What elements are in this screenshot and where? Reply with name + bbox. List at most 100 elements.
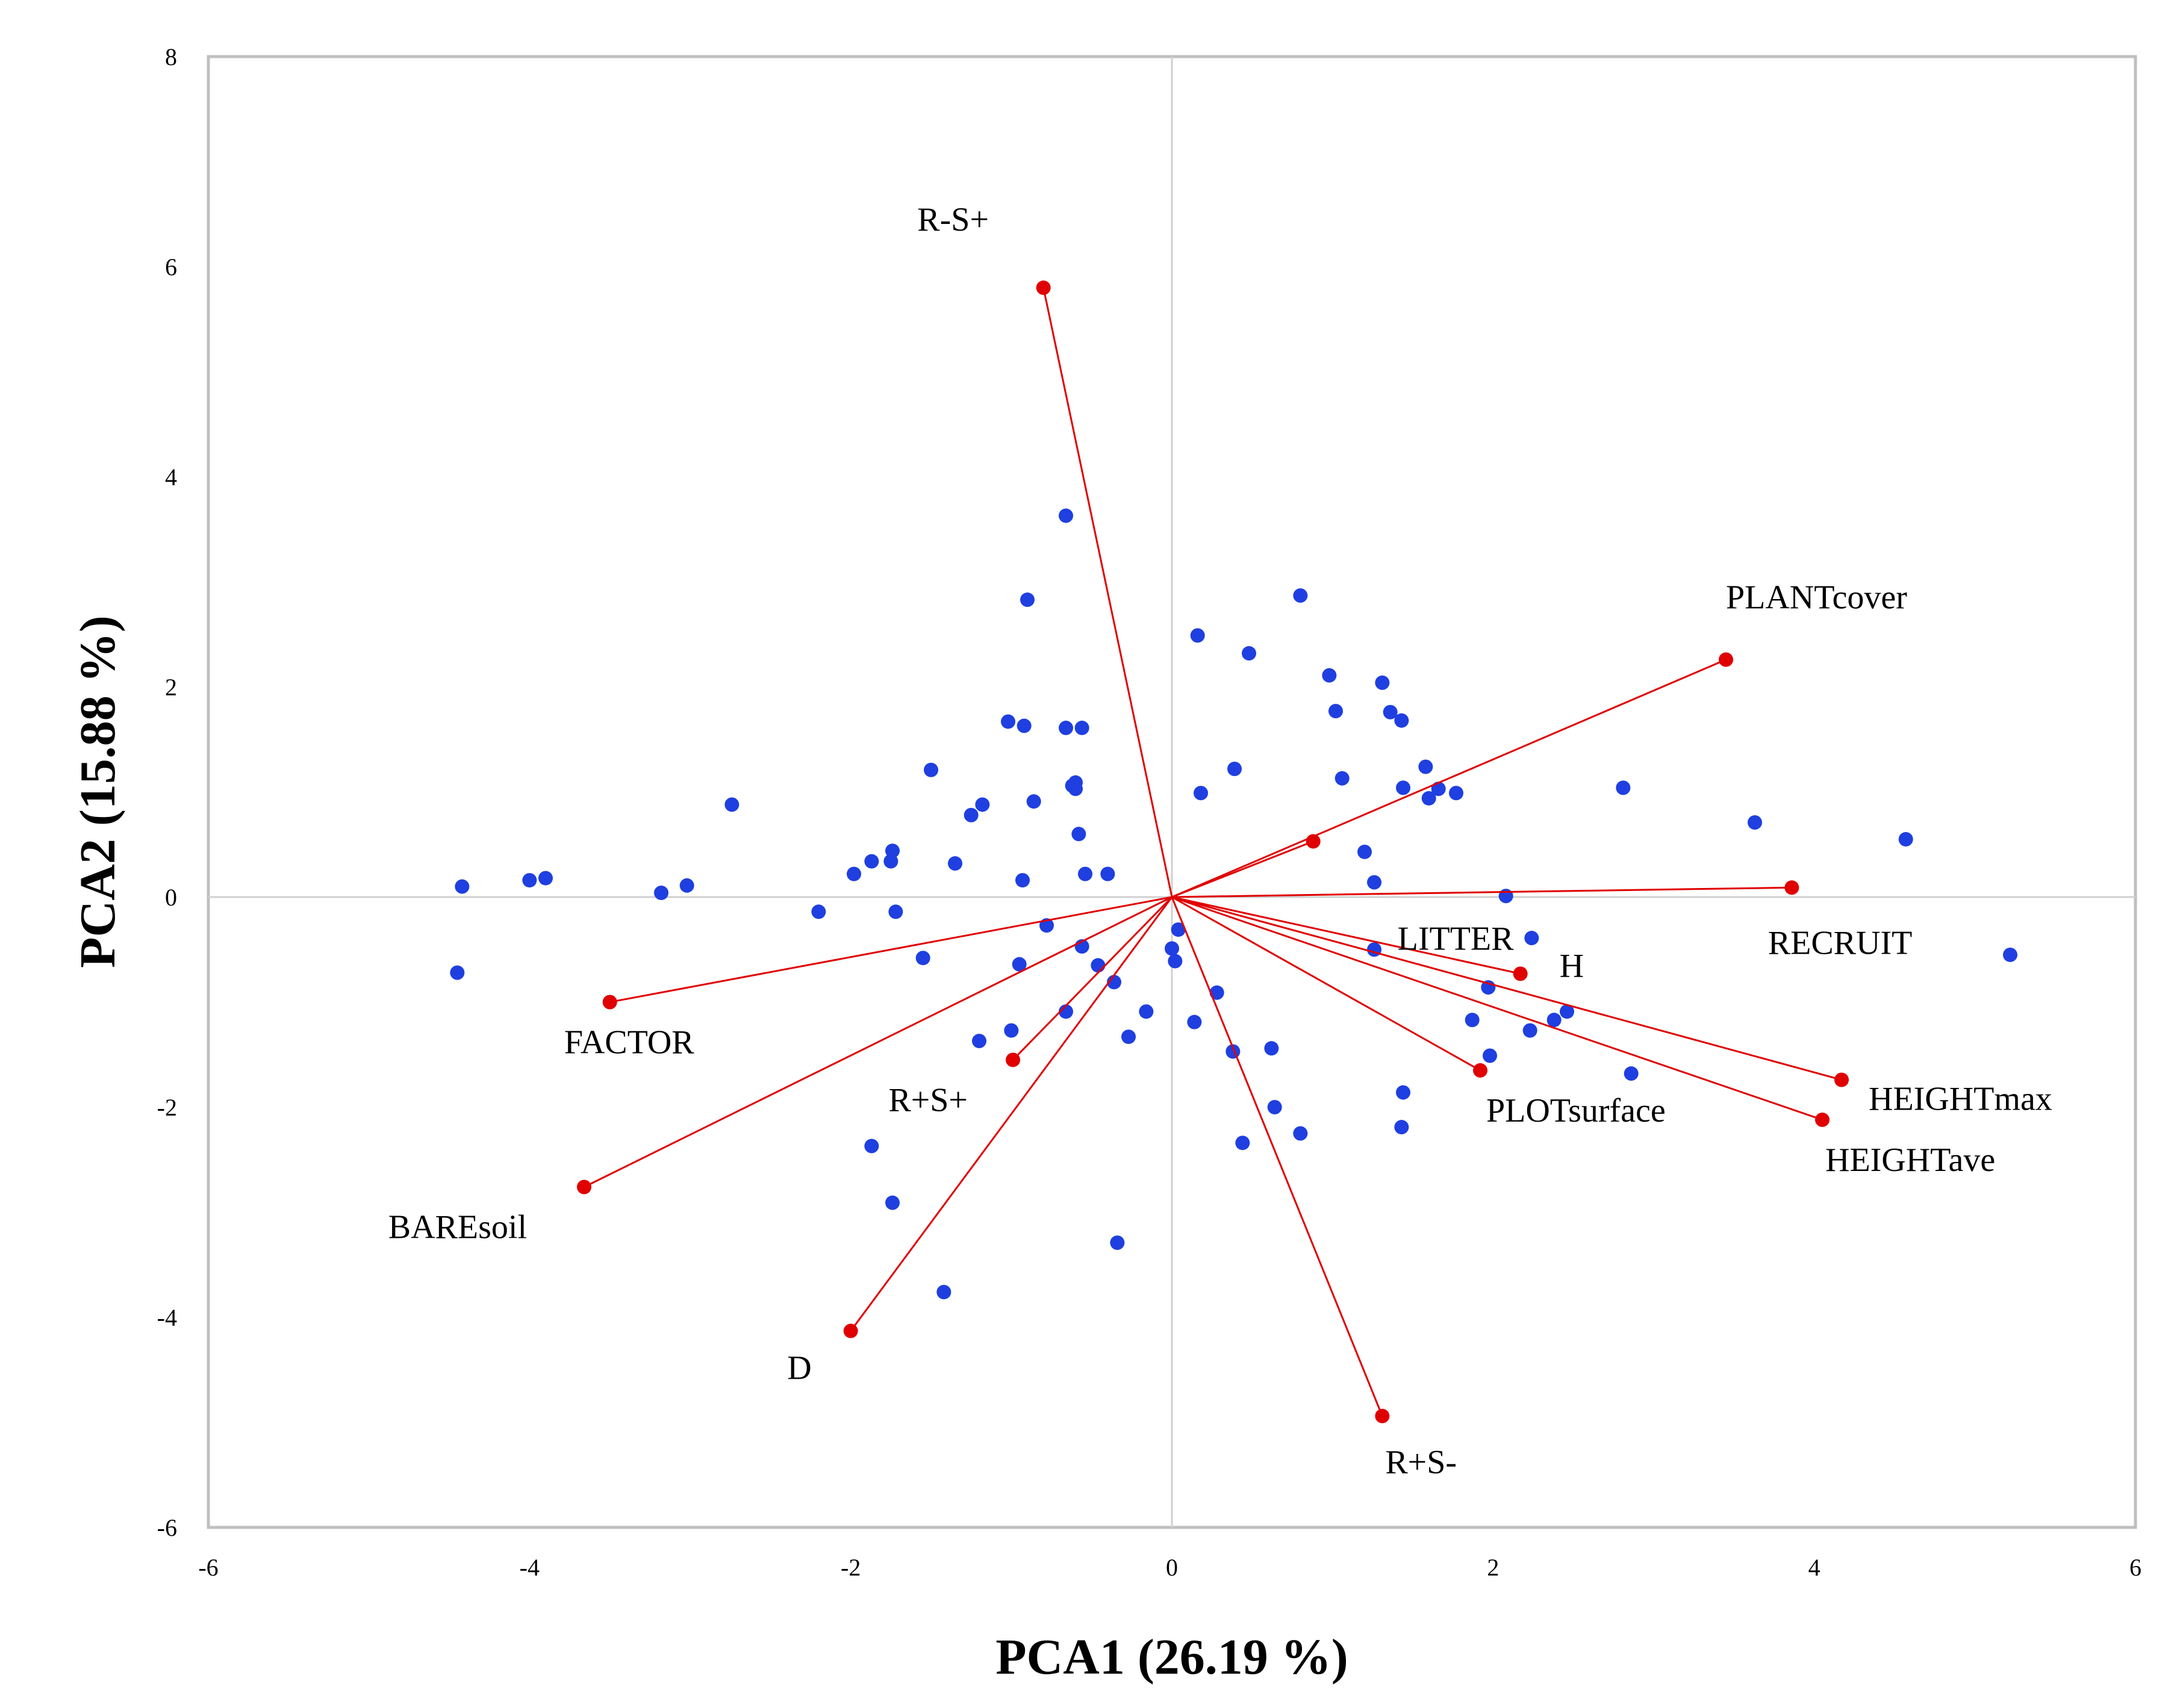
- score-point: [964, 807, 979, 822]
- score-point: [1110, 1235, 1125, 1250]
- y-tick-label: 6: [165, 253, 177, 281]
- score-point: [679, 878, 694, 893]
- loading-vector: [1042, 287, 1173, 898]
- score-point: [1546, 1013, 1562, 1028]
- score-point: [1748, 815, 1762, 830]
- loading-label: HEIGHTmax: [1869, 1081, 2052, 1118]
- x-tick-label: 4: [1808, 1554, 1820, 1581]
- score-point: [1071, 827, 1086, 842]
- score-point: [864, 854, 879, 869]
- score-point: [1015, 873, 1030, 888]
- score-point: [1394, 713, 1409, 728]
- score-point: [811, 904, 826, 919]
- score-point: [1059, 721, 1073, 736]
- score-point: [885, 843, 900, 859]
- score-point: [1078, 866, 1092, 881]
- loading-point: [1784, 880, 1799, 895]
- loading-vector: [1171, 896, 1521, 975]
- score-point: [1168, 954, 1183, 969]
- loading-label: HEIGHTave: [1825, 1141, 1995, 1179]
- loading-label: LITTER: [1398, 921, 1514, 958]
- loading-label: R+S-: [1385, 1444, 1457, 1481]
- score-point: [864, 1138, 879, 1154]
- score-point: [1396, 1085, 1410, 1100]
- score-point: [1012, 957, 1027, 972]
- score-point: [1524, 931, 1539, 946]
- score-point: [1483, 1048, 1497, 1063]
- score-point: [1367, 942, 1381, 957]
- x-tick-label: 0: [1166, 1554, 1178, 1581]
- loading-point: [843, 1323, 858, 1338]
- x-tick-label: -2: [841, 1554, 861, 1581]
- score-point: [1004, 1023, 1019, 1038]
- loading-point: [1473, 1063, 1487, 1078]
- score-point: [975, 797, 990, 812]
- loading-label: PLANTcover: [1726, 579, 1907, 616]
- score-point: [1375, 675, 1390, 691]
- y-axis-tick-labels: -6 -4 -2 0 2 4 6 8: [157, 43, 177, 1541]
- loading-label: R-S+: [917, 201, 989, 238]
- x-axis-tick-labels: -6 -4 -2 0 2 4 6: [198, 1554, 2141, 1581]
- score-point: [1264, 1041, 1279, 1056]
- score-point: [936, 1285, 951, 1300]
- score-point: [915, 951, 930, 966]
- x-tick-label: -6: [198, 1554, 218, 1581]
- score-point: [1335, 771, 1350, 786]
- loading-vector: [1171, 659, 1727, 898]
- score-point: [1328, 704, 1343, 719]
- loading-label: PLOTsurface: [1486, 1092, 1666, 1129]
- score-point: [1100, 866, 1115, 881]
- score-point: [924, 762, 938, 777]
- score-point: [538, 871, 553, 886]
- loading-point: [1815, 1112, 1830, 1127]
- loading-vector: [1171, 886, 1792, 898]
- score-point: [1267, 1100, 1282, 1114]
- score-point: [1383, 704, 1398, 719]
- score-point: [847, 866, 861, 881]
- score-point: [654, 886, 668, 901]
- score-point: [1026, 794, 1041, 809]
- score-point: [1357, 844, 1372, 859]
- score-point: [1367, 875, 1381, 890]
- loading-label: RECRUIT: [1768, 924, 1913, 961]
- score-point: [1001, 714, 1015, 729]
- score-point: [1498, 889, 1513, 904]
- loading-vectors: [577, 280, 1849, 1424]
- score-point: [1190, 628, 1205, 643]
- loading-vector: [1012, 896, 1173, 1061]
- loading-point: [1006, 1052, 1020, 1067]
- loading-vector: [584, 896, 1173, 1188]
- score-point: [972, 1034, 986, 1049]
- score-point: [1227, 762, 1242, 777]
- loading-labels: R-S+ PLANTcover LITTER RECRUIT H PLOTsurface H…: [388, 201, 2052, 1481]
- score-point: [1171, 922, 1186, 937]
- loading-vector: [850, 896, 1173, 1332]
- y-tick-label: -4: [157, 1304, 177, 1331]
- loading-label: R+S+: [888, 1081, 968, 1119]
- y-tick-label: -6: [157, 1514, 177, 1541]
- y-tick-label: -2: [157, 1094, 177, 1121]
- loading-point: [1513, 966, 1528, 981]
- score-point: [1396, 780, 1410, 795]
- score-point: [888, 904, 903, 919]
- score-point: [1059, 1004, 1073, 1019]
- score-point: [2003, 947, 2017, 962]
- score-point: [1624, 1066, 1639, 1081]
- loading-point: [1306, 834, 1321, 849]
- score-point: [948, 856, 962, 871]
- loading-vector: [1171, 896, 1842, 1081]
- score-point: [1421, 790, 1436, 806]
- loading-point: [1375, 1409, 1390, 1424]
- score-point: [1165, 941, 1179, 956]
- y-tick-label: 4: [165, 464, 177, 491]
- score-point: [1068, 775, 1083, 790]
- score-point: [1293, 1126, 1308, 1141]
- score-point: [1235, 1135, 1250, 1151]
- loading-vector: [1171, 896, 1383, 1417]
- score-point: [1074, 721, 1089, 736]
- score-point: [1121, 1029, 1136, 1045]
- loading-vector: [1171, 896, 1481, 1072]
- x-tick-label: 2: [1487, 1554, 1499, 1581]
- score-point: [1465, 1013, 1480, 1028]
- score-point: [1522, 1023, 1537, 1038]
